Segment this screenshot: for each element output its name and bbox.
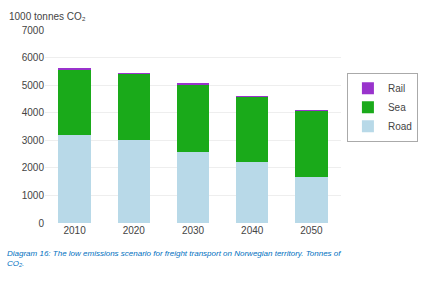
svg-text:3000: 3000 [22,135,45,146]
svg-text:1000 tonnes CO₂: 1000 tonnes CO₂ [9,11,86,22]
svg-text:2010: 2010 [63,225,86,236]
svg-text:2000: 2000 [22,162,45,173]
svg-text:2030: 2030 [182,225,205,236]
svg-text:2020: 2020 [123,225,146,236]
svg-text:5000: 5000 [22,80,45,91]
svg-text:Diagram 16: The low emissions: Diagram 16: The low emissions scenario f… [7,249,341,268]
svg-text:7000: 7000 [22,25,45,36]
svg-text:Rail: Rail [388,83,405,94]
svg-text:Sea: Sea [388,102,406,113]
svg-text:2050: 2050 [300,225,323,236]
svg-text:0: 0 [38,218,44,229]
svg-text:2040: 2040 [241,225,264,236]
svg-text:Road: Road [388,121,412,132]
svg-text:4000: 4000 [22,107,45,118]
svg-text:1000: 1000 [22,190,45,201]
svg-text:6000: 6000 [22,52,45,63]
